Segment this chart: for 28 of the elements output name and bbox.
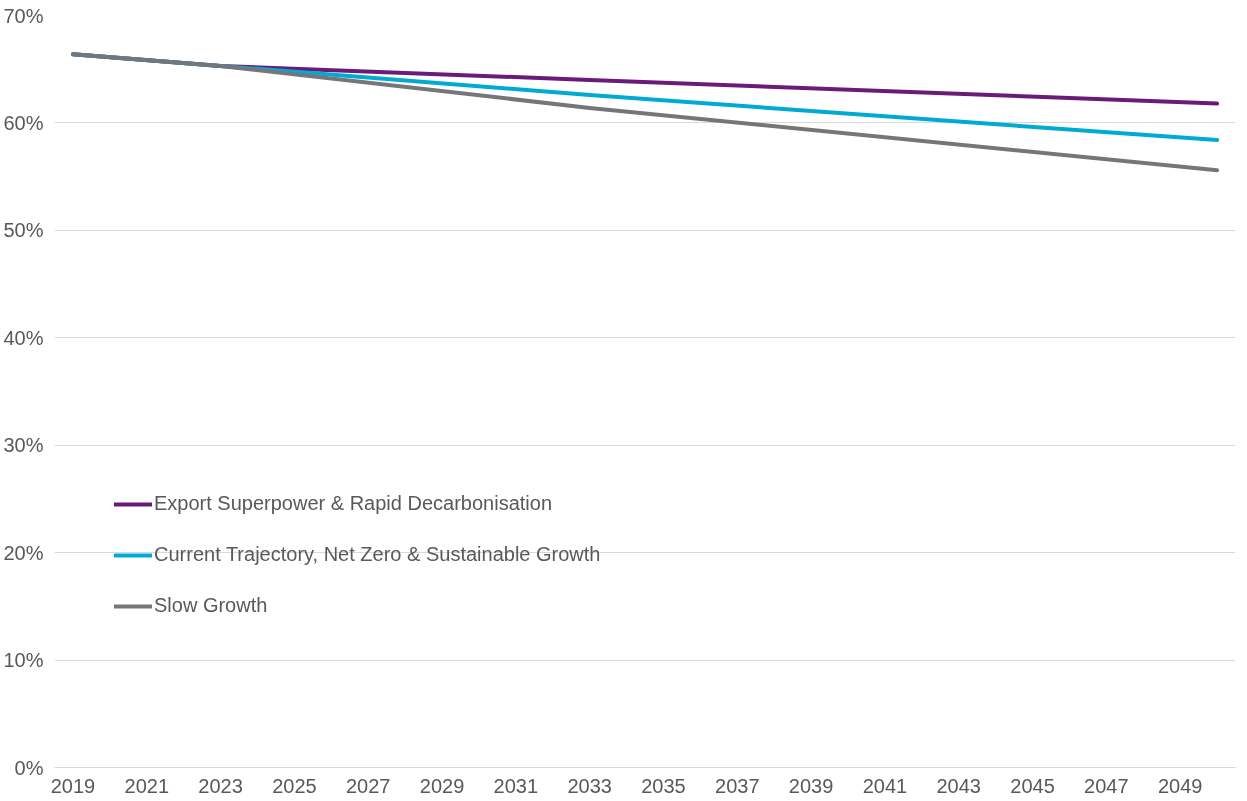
x-tick-label: 2037 bbox=[715, 774, 760, 797]
y-tick-label: 10% bbox=[3, 649, 44, 672]
y-tick-label: 30% bbox=[3, 434, 44, 457]
x-tick-label: 2041 bbox=[862, 774, 908, 797]
x-tick-label: 2047 bbox=[1084, 774, 1129, 797]
y-tick-label: 50% bbox=[3, 219, 44, 242]
y-tick-label: 40% bbox=[3, 326, 44, 349]
x-tick-label: 2025 bbox=[272, 774, 317, 797]
y-tick-label: 60% bbox=[3, 111, 44, 134]
x-tick-label: 2029 bbox=[419, 774, 465, 797]
x-tick-label: 2021 bbox=[124, 774, 170, 797]
x-tick-label: 2039 bbox=[788, 774, 834, 797]
x-tick-label: 2027 bbox=[345, 774, 391, 797]
x-tick-label: 2049 bbox=[1157, 774, 1203, 797]
legend-label: Current Trajectory, Net Zero & Sustainable Growth bbox=[154, 543, 601, 566]
x-tick-label: 2033 bbox=[567, 774, 612, 797]
x-tick-label: 2019 bbox=[50, 774, 96, 797]
legend-label: Slow Growth bbox=[154, 594, 268, 617]
legend-label: Export Superpower & Rapid Decarbonisation bbox=[154, 492, 552, 515]
y-tick-label: 20% bbox=[3, 541, 44, 564]
x-tick-label: 2043 bbox=[936, 774, 981, 797]
line-series bbox=[70, 52, 1220, 173]
x-tick-label: 2035 bbox=[641, 774, 686, 797]
x-tick-label: 2045 bbox=[1010, 774, 1055, 797]
y-tick-label: 0% bbox=[14, 756, 44, 779]
y-tick-label: 70% bbox=[3, 4, 44, 27]
x-tick-label: 2023 bbox=[198, 774, 243, 797]
x-tick-label: 2031 bbox=[493, 774, 539, 797]
